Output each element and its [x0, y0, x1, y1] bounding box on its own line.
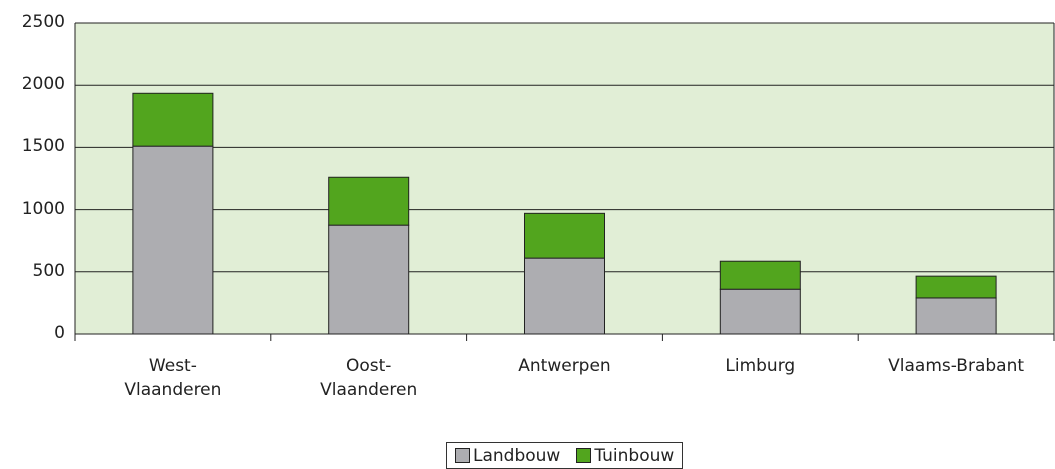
bar-segment [328, 176, 410, 226]
bar-segment [915, 297, 997, 335]
y-tick-label: 0 [54, 323, 65, 343]
bar-segment [524, 257, 605, 335]
y-tick-label: 2500 [21, 12, 65, 32]
x-tick-label: West- Vlaanderen [124, 356, 222, 400]
legend-item: Landbouw [455, 446, 560, 466]
bar-segment [132, 145, 214, 335]
x-tick-label: Oost- Vlaanderen [320, 356, 418, 400]
bar-segment [132, 92, 214, 147]
x-tick-label: Vlaams-Brabant [888, 356, 1025, 376]
bar-segment [719, 260, 801, 290]
bar-segment [719, 288, 801, 335]
bar-segment [328, 224, 410, 335]
y-tick-label: 1000 [21, 198, 65, 219]
y-tick-label: 500 [32, 260, 65, 281]
bar-segment [915, 275, 997, 299]
x-tick-label: Limburg [725, 356, 796, 376]
bar-segment [524, 212, 605, 259]
legend-label: Landbouw [473, 445, 561, 466]
legend-swatch [455, 448, 470, 463]
y-tick-label: 2000 [21, 74, 65, 95]
x-tick-label: Antwerpen [518, 356, 611, 376]
legend-label: Tuinbouw [594, 445, 675, 466]
legend: Landbouw Tuinbouw [446, 442, 684, 469]
legend-swatch [576, 448, 592, 463]
y-tick-label: 1500 [21, 136, 65, 157]
legend-item: Tuinbouw [576, 446, 674, 466]
